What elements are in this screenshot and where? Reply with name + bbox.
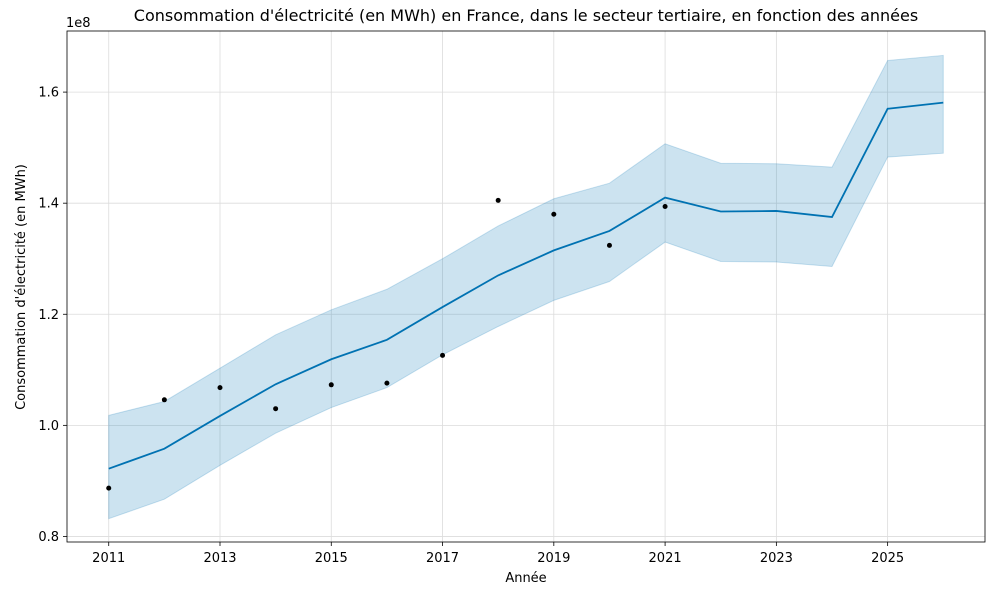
y-tick-label: 1.6 (38, 86, 59, 101)
observed-point (440, 352, 446, 358)
uncertainty-band (108, 54, 944, 520)
observed-point (384, 380, 390, 386)
forecast-line-layer (108, 101, 944, 470)
y-tick-label: 1.4 (38, 197, 59, 212)
y-axis-label: Consommation d'électricité (en MWh) (14, 164, 29, 410)
observed-point (161, 397, 167, 403)
forecast-line (108, 101, 944, 470)
observed-point (217, 385, 223, 391)
x-tick-label: 2013 (203, 551, 236, 566)
observed-point (106, 485, 112, 491)
observed-point (606, 242, 612, 248)
uncertainty-band-layer (108, 54, 944, 520)
x-tick-label: 2025 (871, 551, 904, 566)
x-axis-label: Année (505, 571, 546, 586)
x-tick-label: 2011 (92, 551, 125, 566)
y-axis-offset-label: 1e8 (66, 16, 91, 31)
y-tick-label: 0.8 (38, 530, 59, 545)
observed-point (328, 382, 334, 388)
x-tick-label: 2015 (315, 551, 348, 566)
grid-lines (67, 31, 985, 542)
observed-point (551, 211, 557, 217)
x-tick-label: 2019 (537, 551, 570, 566)
x-tick-label: 2017 (426, 551, 459, 566)
y-tick-label: 1.2 (38, 308, 59, 323)
observed-point (273, 406, 279, 412)
observed-point (495, 197, 501, 203)
observed-points-layer (106, 197, 668, 491)
y-axis-ticks: 0.8 1.0 1.2 1.4 1.6 (38, 86, 67, 545)
y-tick-label: 1.0 (38, 419, 59, 434)
plot-frame (66, 30, 986, 543)
observed-point (662, 204, 668, 210)
x-tick-label: 2021 (649, 551, 682, 566)
chart-title: Consommation d'électricité (en MWh) en F… (134, 6, 918, 25)
x-axis-ticks: 2011 2013 2015 2017 2019 2021 2023 2025 (92, 542, 904, 566)
x-tick-label: 2023 (760, 551, 793, 566)
